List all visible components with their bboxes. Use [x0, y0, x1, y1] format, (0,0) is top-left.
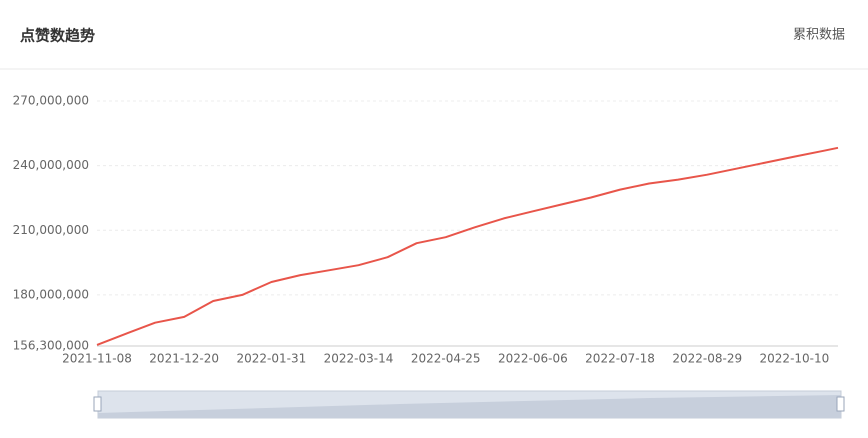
zoom-handle[interactable] [93, 396, 102, 412]
x-tick-label: 2021-11-08 [62, 352, 132, 366]
chart-title: 点赞数趋势 [20, 27, 95, 45]
cumulative-toggle[interactable]: 累积数据 [793, 28, 845, 43]
x-tick-label: 2022-03-14 [324, 352, 394, 366]
x-tick-label: 2022-04-25 [411, 352, 481, 366]
y-tick-label: 156,300,000 [13, 339, 89, 353]
data-zoom[interactable] [93, 390, 845, 419]
x-tick-label: 2022-10-10 [760, 352, 830, 366]
y-tick-label: 210,000,000 [13, 223, 89, 237]
zoom-preview [98, 395, 841, 418]
x-tick-label: 2022-01-31 [236, 352, 306, 366]
data-line [96, 146, 839, 346]
zoom-handle[interactable] [836, 396, 845, 412]
y-tick-label: 240,000,000 [13, 158, 89, 172]
x-tick-label: 2022-06-06 [498, 352, 568, 366]
x-tick-label: 2022-08-29 [672, 352, 742, 366]
x-tick-label: 2021-12-20 [149, 352, 219, 366]
x-tick-label: 2022-07-18 [585, 352, 655, 366]
y-tick-label: 180,000,000 [13, 287, 89, 301]
y-tick-label: 270,000,000 [13, 94, 89, 108]
